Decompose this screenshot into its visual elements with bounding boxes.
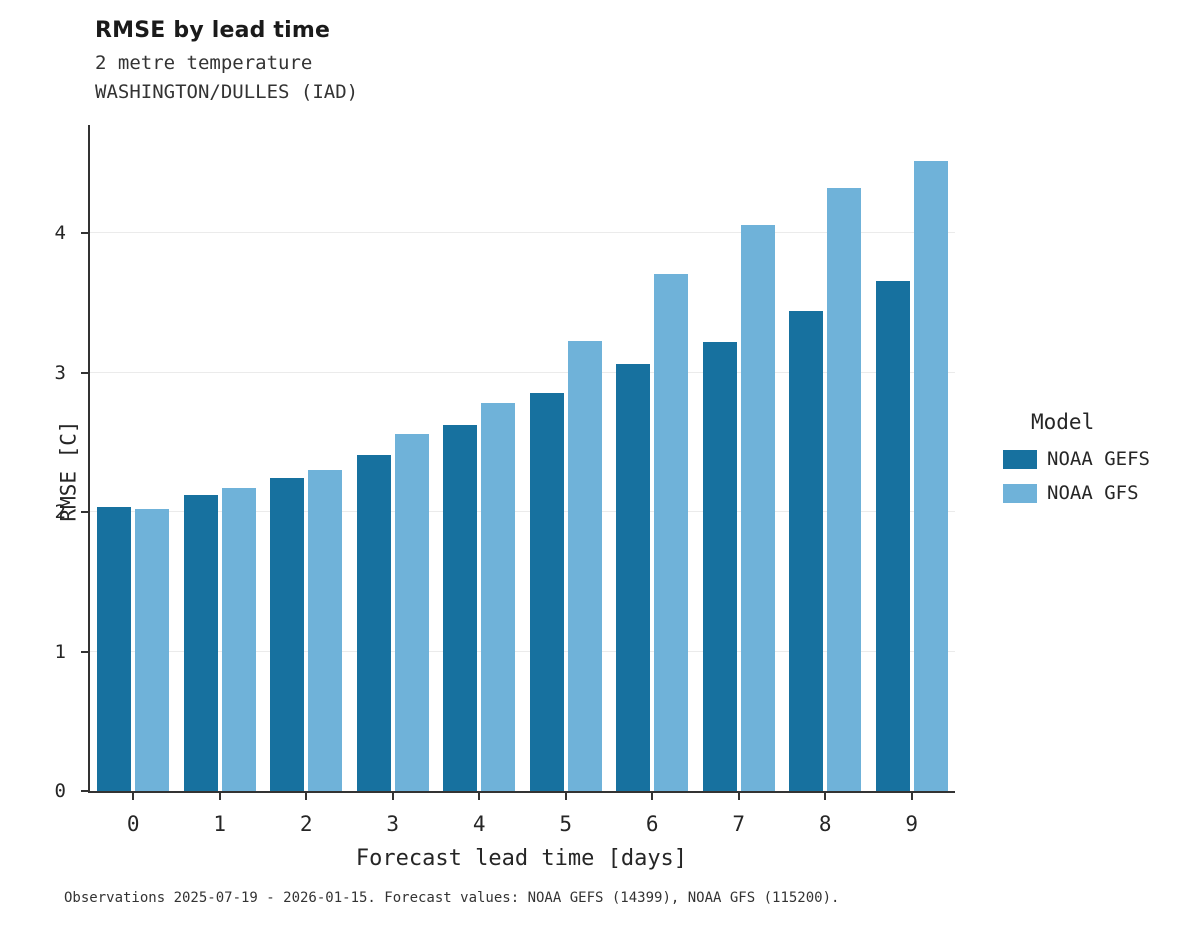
y-tick-label: 4 [54, 222, 66, 245]
y-tick-label: 3 [54, 361, 66, 384]
x-tick-label: 1 [213, 812, 227, 836]
bar-noaa-gfs [567, 340, 602, 791]
bar-group: 3 [350, 125, 437, 836]
chart-subtitle: 2 metre temperature WASHINGTON/DULLES (I… [95, 49, 358, 107]
footnote: Observations 2025-07-19 - 2026-01-15. Fo… [64, 890, 840, 906]
x-tick-label: 9 [905, 812, 919, 836]
legend-entry: NOAA GFS [1003, 482, 1150, 504]
bar-noaa-gfs [740, 225, 775, 791]
y-tick-mark [81, 511, 88, 514]
x-tick-label: 0 [126, 812, 140, 836]
y-tick-mark [81, 790, 88, 792]
bar-noaa-gfs [913, 161, 948, 791]
x-tick-mark [218, 793, 221, 800]
legend-swatch [1003, 449, 1037, 469]
legend-label: NOAA GEFS [1047, 448, 1150, 470]
bar-noaa-gfs [308, 469, 343, 791]
bar-group: 8 [782, 125, 869, 836]
bar-group: 1 [177, 125, 264, 836]
bar-group: 7 [696, 125, 783, 836]
bar-noaa-gfs [827, 187, 862, 791]
legend: Model NOAA GEFS NOAA GFS [1003, 410, 1150, 516]
y-tick-label: 2 [54, 501, 66, 524]
bar-group: 5 [523, 125, 610, 836]
title-block: RMSE by lead time 2 metre temperature WA… [95, 18, 358, 107]
bar-noaa-gfs [221, 487, 256, 791]
gridline [90, 371, 955, 373]
bar-noaa-gefs [97, 507, 132, 791]
bar-noaa-gefs [356, 454, 391, 791]
bar-noaa-gefs [443, 425, 478, 791]
bar-noaa-gfs [481, 403, 516, 791]
y-tick-mark [81, 232, 88, 235]
bar-noaa-gfs [654, 273, 689, 791]
x-tick-mark [564, 793, 567, 800]
x-tick-label: 5 [559, 812, 573, 836]
bar-noaa-gefs [875, 280, 910, 791]
bar-noaa-gfs [135, 508, 170, 791]
x-tick-mark [824, 793, 827, 800]
x-tick-label: 8 [818, 812, 832, 836]
legend-label: NOAA GFS [1047, 482, 1139, 504]
bar-noaa-gefs [789, 311, 824, 791]
x-tick-mark [910, 793, 913, 800]
chart-subtitle-variable: 2 metre temperature [95, 52, 313, 74]
bar-noaa-gefs [270, 478, 305, 791]
bar-group: 4 [436, 125, 523, 836]
bar-noaa-gefs [616, 364, 651, 791]
y-tick-label: 1 [54, 640, 66, 663]
x-axis-title: Forecast lead time [days] [355, 846, 688, 871]
gridline [90, 511, 955, 513]
x-tick-mark [305, 793, 308, 800]
legend-entries: NOAA GEFS NOAA GFS [1003, 448, 1150, 504]
gridline [90, 650, 955, 652]
x-tick-label: 6 [645, 812, 659, 836]
bar-noaa-gefs [702, 341, 737, 791]
x-tick-mark [651, 793, 654, 800]
x-tick-mark [391, 793, 394, 800]
x-tick-mark [737, 793, 740, 800]
bar-group: 2 [263, 125, 350, 836]
bar-group: 0 [90, 125, 177, 836]
x-tick-label: 7 [732, 812, 746, 836]
plot-area: 0 1 2 3 4 5 6 7 8 9 [88, 125, 956, 836]
x-tick-label: 3 [386, 812, 400, 836]
y-axis: 0 1 2 3 4 [0, 125, 88, 802]
bar-noaa-gfs [394, 433, 429, 791]
chart-title: RMSE by lead time [95, 18, 331, 43]
x-tick-label: 4 [472, 812, 486, 836]
bar-group: 9 [869, 125, 956, 836]
bar-group: 6 [609, 125, 696, 836]
x-tick-mark [132, 793, 135, 800]
y-tick-label: 0 [54, 780, 66, 802]
x-tick-label: 2 [299, 812, 313, 836]
x-tick-mark [478, 793, 481, 800]
chart-subtitle-station: WASHINGTON/DULLES (IAD) [95, 81, 359, 103]
bar-noaa-gefs [183, 494, 218, 791]
legend-title: Model [1031, 410, 1095, 434]
gridline [90, 232, 955, 234]
y-tick-mark [81, 650, 88, 653]
legend-swatch [1003, 483, 1037, 503]
legend-entry: NOAA GEFS [1003, 448, 1150, 470]
bar-noaa-gefs [529, 393, 564, 791]
y-tick-mark [81, 371, 88, 374]
